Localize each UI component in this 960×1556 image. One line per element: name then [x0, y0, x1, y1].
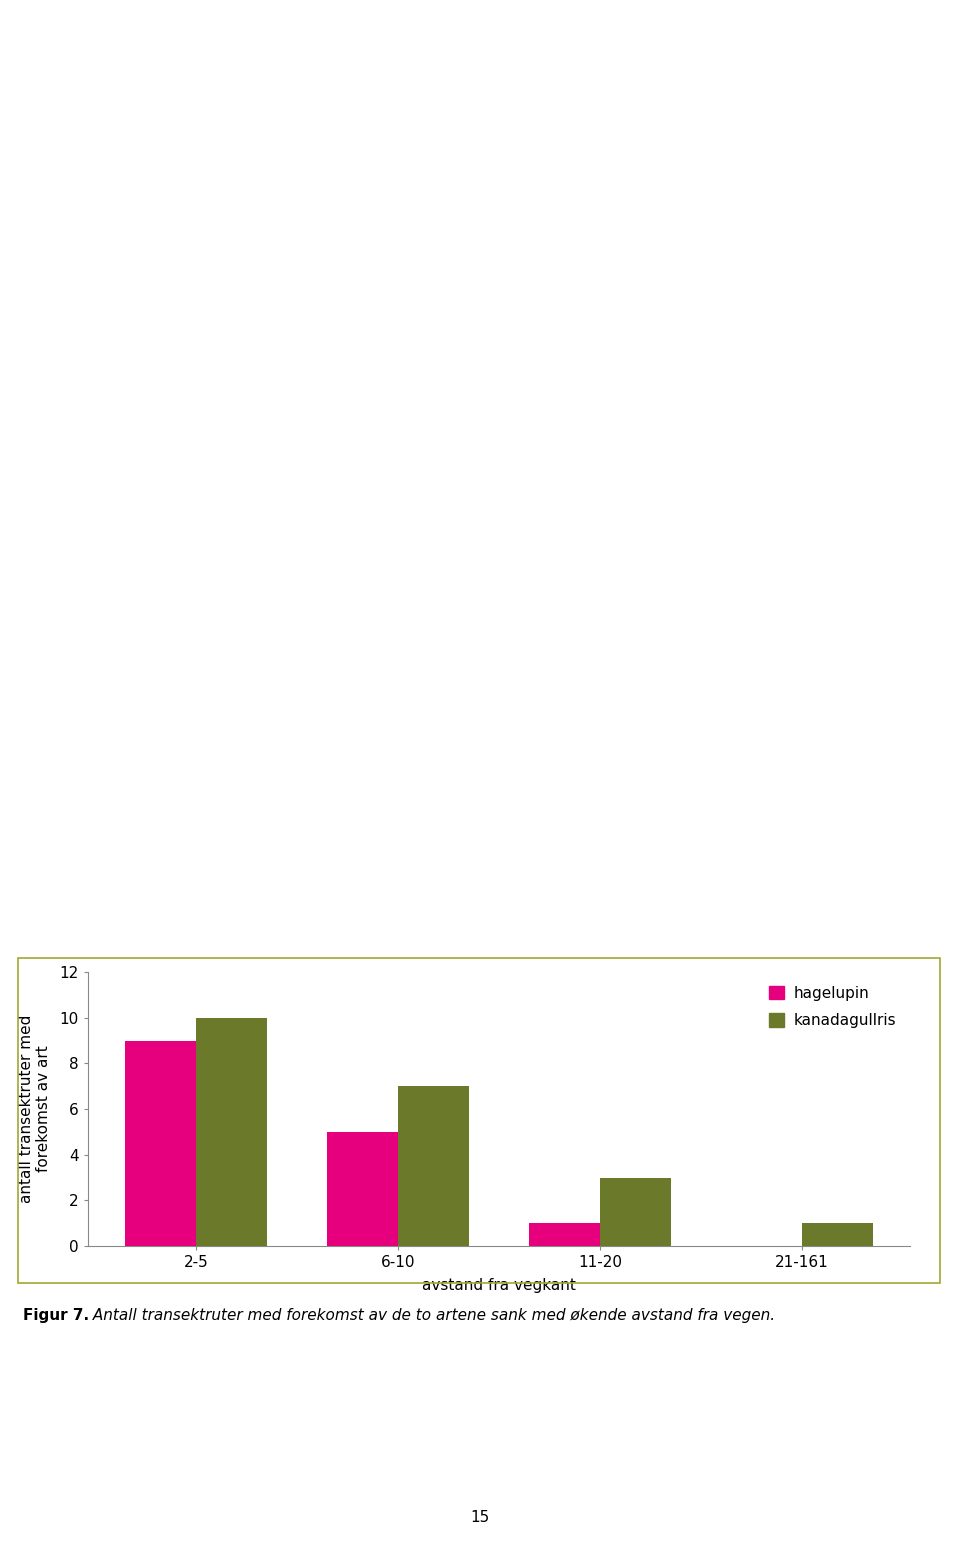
Bar — [196, 1018, 267, 1246]
Legend: hagelupin, kanadagullris: hagelupin, kanadagullris — [763, 980, 902, 1035]
X-axis label: avstand fra vegkant: avstand fra vegkant — [422, 1279, 576, 1293]
Text: Figur 7.: Figur 7. — [23, 1309, 89, 1323]
Bar — [398, 1086, 468, 1246]
Bar — [529, 1223, 600, 1246]
Bar — [600, 1178, 671, 1246]
Text: 15: 15 — [470, 1509, 490, 1525]
Bar — [327, 1131, 398, 1246]
Text: Antall transektruter med forekomst av de to artene sank med økende avstand fra v: Antall transektruter med forekomst av de… — [88, 1309, 776, 1323]
Bar — [126, 1041, 196, 1246]
Y-axis label: antall transektruter med
forekomst av art: antall transektruter med forekomst av ar… — [19, 1015, 52, 1203]
Bar — [802, 1223, 873, 1246]
